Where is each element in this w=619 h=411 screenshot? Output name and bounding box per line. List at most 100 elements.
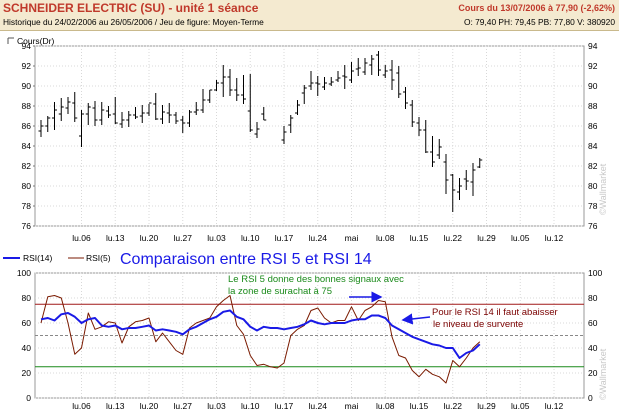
ohlc-bar <box>207 89 213 103</box>
ohlc-bar <box>423 120 429 153</box>
rsi-y-label-right: 0 <box>588 393 593 403</box>
rsi-x-label: lu.24 <box>309 401 328 411</box>
legend-ohlc-symbol <box>7 37 14 44</box>
rsi-x-label: lu.10 <box>241 401 260 411</box>
rsi-x-label: lu.17 <box>275 401 294 411</box>
price-y-label-left: 84 <box>22 141 32 151</box>
ohlc-bar <box>362 58 368 75</box>
legend-rsi14: RSI(14) <box>23 253 52 263</box>
price-y-label-right: 84 <box>588 141 598 151</box>
ohlc-bar <box>295 100 300 115</box>
rsi-y-label-right: 40 <box>588 343 598 353</box>
ohlc-bar <box>106 106 111 118</box>
price-y-label-left: 94 <box>22 41 32 51</box>
ohlc-bar <box>335 71 341 82</box>
ohlc-bar <box>403 87 408 109</box>
ohlc-bar <box>72 92 78 122</box>
ohlc-bar <box>355 58 361 76</box>
ohlc-bar <box>99 102 105 125</box>
rsi-x-label: lu.08 <box>376 401 395 411</box>
ohlc-bar <box>133 107 138 119</box>
price-y-label-right: 90 <box>588 81 598 91</box>
price-x-label: lu.15 <box>410 233 429 243</box>
ohlc-bar <box>328 77 334 86</box>
ohlc-bar <box>241 75 246 104</box>
ohlc-bar <box>146 102 152 116</box>
price-y-label-left: 76 <box>22 221 32 231</box>
watermark-rsi: ©Wallmarket <box>598 348 608 400</box>
ohlc-bar <box>389 60 395 90</box>
annotation-overlay: Le RSI 5 donne des bonnes signaux avecla… <box>228 274 558 330</box>
ohlc-bar <box>288 115 294 133</box>
price-y-label-left: 92 <box>22 61 32 71</box>
ohlc-bar <box>322 77 327 90</box>
rsi14-line <box>40 309 481 359</box>
price-x-label: lu.12 <box>545 233 564 243</box>
header-ohlcv: O: 79,40 PH: 79,45 PB: 77,80 V: 380920 <box>463 17 615 27</box>
price-x-label: lu.06 <box>72 233 91 243</box>
ohlc-bar <box>470 163 476 196</box>
price-y-label-right: 94 <box>588 41 598 51</box>
ohlc-bar <box>180 116 186 133</box>
rsi-x-label: lu.27 <box>174 401 193 411</box>
ohlc-bar <box>65 97 71 114</box>
ohlc-bar <box>369 55 375 75</box>
price-y-label-right: 88 <box>588 101 598 111</box>
rsi-y-label-left: 100 <box>17 268 31 278</box>
ohlc-bar <box>200 89 206 113</box>
header-bar: SCHNEIDER ELECTRIC (SU) - unité 1 séance… <box>0 0 619 31</box>
ohlc-bar <box>443 154 449 194</box>
ohlc-bar <box>382 65 388 78</box>
price-y-label-left: 90 <box>22 81 32 91</box>
rsi-y-label-right: 100 <box>588 268 602 278</box>
price-y-label-left: 86 <box>22 121 32 131</box>
rsi-x-label: lu.12 <box>545 401 564 411</box>
rsi-y-label-right: 20 <box>588 368 598 378</box>
ohlc-bar <box>153 93 159 120</box>
price-x-label: lu.17 <box>275 233 294 243</box>
rsi-x-label: lu.20 <box>140 401 159 411</box>
ohlc-bar <box>227 69 233 96</box>
price-y-label-left: 78 <box>22 201 32 211</box>
ohlc-bar <box>92 101 98 126</box>
ohlc-bar <box>126 111 132 127</box>
ohlc-bar <box>463 170 469 190</box>
ohlc-bar <box>396 66 402 98</box>
ohlc-bar <box>376 51 381 76</box>
legend-rsi5: RSI(5) <box>86 253 111 263</box>
price-y-label-left: 80 <box>22 181 32 191</box>
annotation-rsi5-line1: Le RSI 5 donne des bonnes signaux avec <box>228 274 404 285</box>
ohlc-bar <box>416 117 422 136</box>
rsi-y-label-right: 60 <box>588 318 598 328</box>
price-y-label-right: 80 <box>588 181 598 191</box>
ohlc-bar <box>214 80 219 91</box>
ohlc-bar <box>173 112 179 124</box>
rsi-y-label-left: 0 <box>26 393 31 403</box>
rsi-y-label-left: 60 <box>22 318 32 328</box>
rsi-x-label: lu.05 <box>511 401 530 411</box>
ohlc-bar <box>220 65 226 97</box>
annotation-rsi14-line2: le niveau de survente <box>433 319 523 330</box>
header-title: SCHNEIDER ELECTRIC (SU) - unité 1 séance <box>3 1 259 15</box>
rsi-x-label: lu.15 <box>410 401 429 411</box>
price-y-label-right: 92 <box>588 61 598 71</box>
ohlc-bar <box>112 97 118 124</box>
ohlc-bar <box>436 139 442 159</box>
price-panel: Cours(Dr) 76 76 78 78 80 80 82 82 84 84 86 86 88 88 90 9… <box>7 36 608 243</box>
ohlc-bar <box>58 98 64 121</box>
ohlc-bar <box>308 71 314 90</box>
ohlc-bar <box>160 105 165 124</box>
price-x-label: lu.08 <box>376 233 395 243</box>
price-y-label-left: 88 <box>22 101 32 111</box>
ohlc-bar <box>247 74 253 132</box>
ohlc-bar <box>45 116 51 132</box>
price-x-label: lu.10 <box>241 233 260 243</box>
arrow-rsi14 <box>401 313 431 325</box>
ohlc-bar <box>254 122 260 138</box>
price-x-label: lu.20 <box>140 233 159 243</box>
legend-cours: Cours(Dr) <box>17 36 54 46</box>
ohlc-bar <box>261 107 267 121</box>
rsi-y-label-left: 20 <box>22 368 32 378</box>
